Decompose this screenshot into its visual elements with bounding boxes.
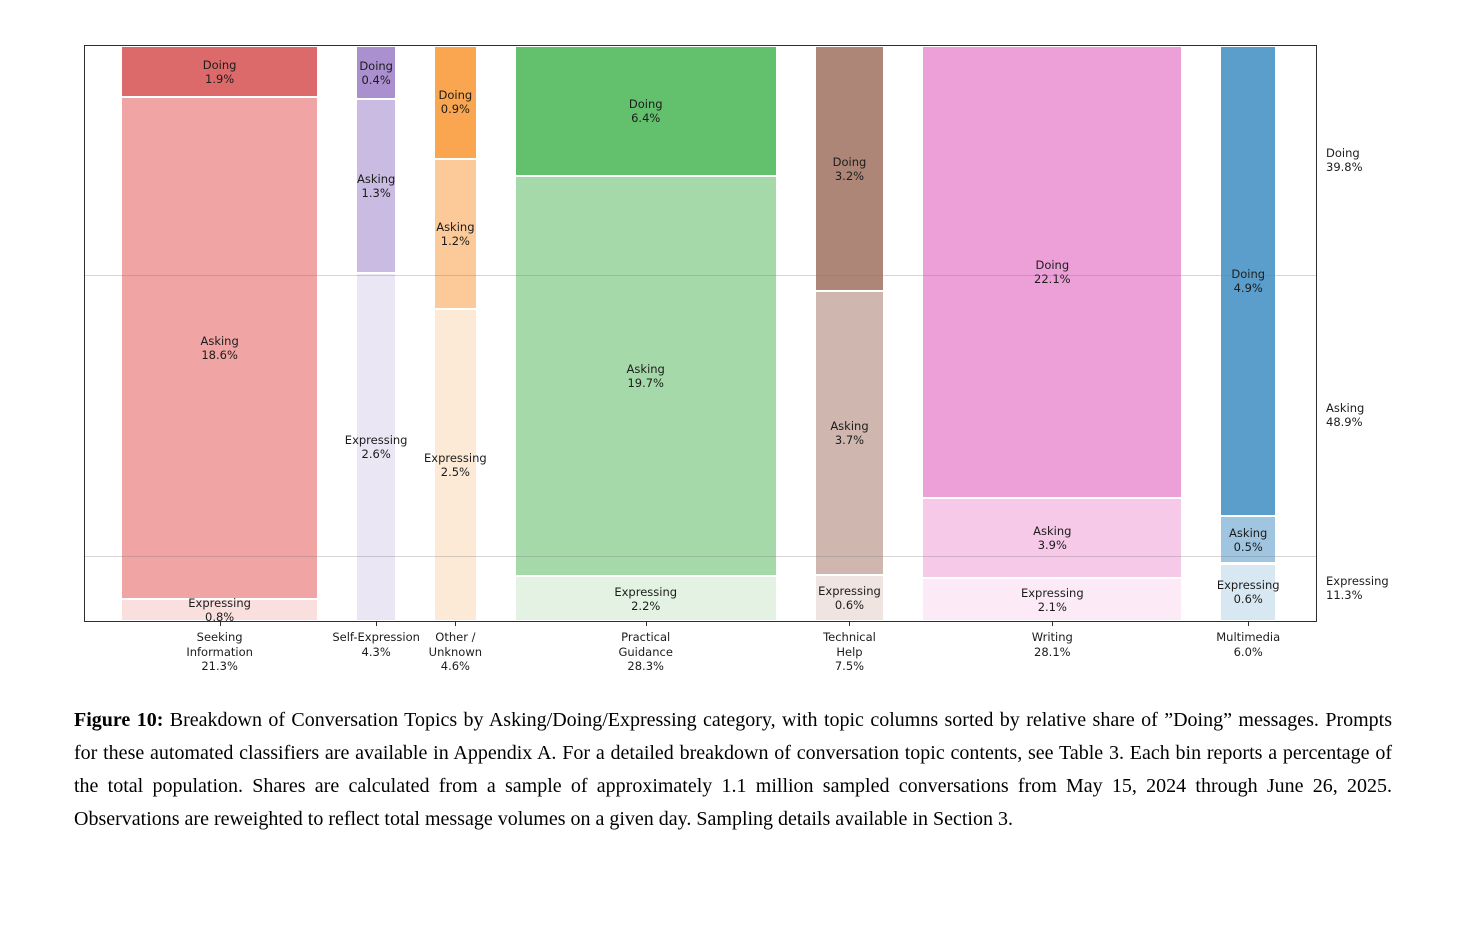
x-axis-label-multimedia: Multimedia 6.0% <box>1216 630 1281 659</box>
figure-caption-label: Figure 10: <box>74 709 164 731</box>
segment-label-writing-doing: Doing 22.1% <box>1034 258 1071 287</box>
segment-practical-guidance-expressing: Expressing 2.2% <box>514 576 777 621</box>
segment-label-seeking-information-doing: Doing 1.9% <box>202 57 237 86</box>
segment-writing-asking: Asking 3.9% <box>922 498 1183 579</box>
x-axis-label-practical-guidance: Practical Guidance 28.3% <box>618 630 673 673</box>
segment-label-seeking-information-asking: Asking 18.6% <box>200 334 239 363</box>
segment-other-unknown-expressing: Expressing 2.5% <box>424 308 487 621</box>
segment-label-practical-guidance-expressing: Expressing 2.2% <box>614 584 678 613</box>
segment-label-multimedia-doing: Doing 4.9% <box>1231 266 1266 295</box>
segment-technical-help-expressing: Expressing 0.6% <box>814 575 885 621</box>
x-axis-label-seeking-information: Seeking Information 21.3% <box>186 630 253 673</box>
segment-label-multimedia-expressing: Expressing 0.6% <box>1216 578 1280 607</box>
x-axis-tick-other-unknown <box>455 621 457 626</box>
segment-writing-doing: Doing 22.1% <box>922 46 1183 499</box>
x-axis-label-technical-help: Technical Help 7.5% <box>823 630 876 673</box>
mosaic-column-technical-help: Doing 3.2% Asking 3.7% Expressing 0.6% <box>814 46 885 621</box>
mosaic-column-practical-guidance: Doing 6.4% Asking 19.7% Expressing 2.2% <box>514 46 777 621</box>
segment-self-expression-asking: Asking 1.3% <box>356 99 397 274</box>
segment-seeking-information-asking: Asking 18.6% <box>121 97 319 600</box>
segment-label-writing-asking: Asking 3.9% <box>1033 524 1072 553</box>
x-axis-tick-seeking-information <box>219 621 221 626</box>
segment-label-technical-help-doing: Doing 3.2% <box>832 154 867 183</box>
segment-practical-guidance-doing: Doing 6.4% <box>514 46 777 177</box>
segment-writing-expressing: Expressing 2.1% <box>922 578 1183 621</box>
right-axis-total-expressing: Expressing 11.3% <box>1326 573 1389 602</box>
segment-label-writing-expressing: Expressing 2.1% <box>1020 585 1084 614</box>
segment-label-seeking-information-expressing: Expressing 0.8% <box>188 596 251 625</box>
x-axis-label-writing: Writing 28.1% <box>1031 630 1073 659</box>
segment-label-other-unknown-expressing: Expressing 2.5% <box>424 450 487 479</box>
segment-label-self-expression-asking: Asking 1.3% <box>357 172 396 201</box>
x-axis-tick-technical-help <box>849 621 851 626</box>
mosaic-column-multimedia: Doing 4.9% Asking 0.5% Expressing 0.6% <box>1217 46 1280 621</box>
segment-label-self-expression-expressing: Expressing 2.6% <box>344 433 408 462</box>
x-axis-label-other-unknown: Other / Unknown 4.6% <box>428 630 483 673</box>
segment-label-practical-guidance-asking: Asking 19.7% <box>626 362 665 391</box>
segment-technical-help-doing: Doing 3.2% <box>814 46 885 292</box>
mosaic-column-self-expression: Doing 0.4% Asking 1.3% Expressing 2.6% <box>345 46 408 621</box>
segment-seeking-information-expressing: Expressing 0.8% <box>121 596 319 624</box>
right-axis-total-asking: Asking 48.9% <box>1326 401 1365 430</box>
segment-multimedia-expressing: Expressing 0.6% <box>1217 563 1280 621</box>
mosaic-column-other-unknown: Doing 0.9% Asking 1.2% Expressing 2.5% <box>424 46 487 621</box>
segment-label-self-expression-doing: Doing 0.4% <box>359 58 393 87</box>
segment-self-expression-expressing: Expressing 2.6% <box>345 273 408 621</box>
segment-multimedia-doing: Doing 4.9% <box>1220 46 1276 516</box>
x-axis-tick-self-expression <box>376 621 378 626</box>
x-axis-tick-practical-guidance <box>645 621 647 626</box>
segment-technical-help-asking: Asking 3.7% <box>814 291 885 575</box>
segment-seeking-information-doing: Doing 1.9% <box>121 46 319 98</box>
segment-label-practical-guidance-doing: Doing 6.4% <box>628 97 663 126</box>
x-axis-label-self-expression: Self-Expression 4.3% <box>332 630 420 659</box>
x-axis-tick-multimedia <box>1248 621 1250 626</box>
segment-other-unknown-doing: Doing 0.9% <box>434 46 477 159</box>
gridline-1 <box>85 274 1316 276</box>
segment-label-other-unknown-doing: Doing 0.9% <box>438 88 473 117</box>
segment-label-other-unknown-asking: Asking 1.2% <box>436 219 475 248</box>
gridline-2 <box>85 555 1316 557</box>
figure-caption-text: Breakdown of Conversation Topics by Aski… <box>74 709 1393 830</box>
segment-label-technical-help-asking: Asking 3.7% <box>830 419 869 448</box>
segment-self-expression-doing: Doing 0.4% <box>356 46 397 100</box>
mosaic-column-seeking-information: Doing 1.9% Asking 18.6% Expressing 0.8% <box>121 46 319 624</box>
right-axis-total-doing: Doing 39.8% <box>1326 146 1363 175</box>
mosaic-column-writing: Doing 22.1% Asking 3.9% Expressing 2.1% <box>922 46 1183 621</box>
x-axis-tick-writing <box>1052 621 1054 626</box>
figure-caption: Figure 10: Breakdown of Conversation Top… <box>74 704 1392 836</box>
segment-label-technical-help-expressing: Expressing 0.6% <box>818 584 881 612</box>
segment-label-multimedia-asking: Asking 0.5% <box>1229 525 1268 554</box>
mosaic-chart-plot-area: Doing 1.9% Asking 18.6% Expressing 0.8% See… <box>84 45 1389 673</box>
segment-other-unknown-asking: Asking 1.2% <box>434 158 477 309</box>
segment-practical-guidance-asking: Asking 19.7% <box>514 176 777 577</box>
